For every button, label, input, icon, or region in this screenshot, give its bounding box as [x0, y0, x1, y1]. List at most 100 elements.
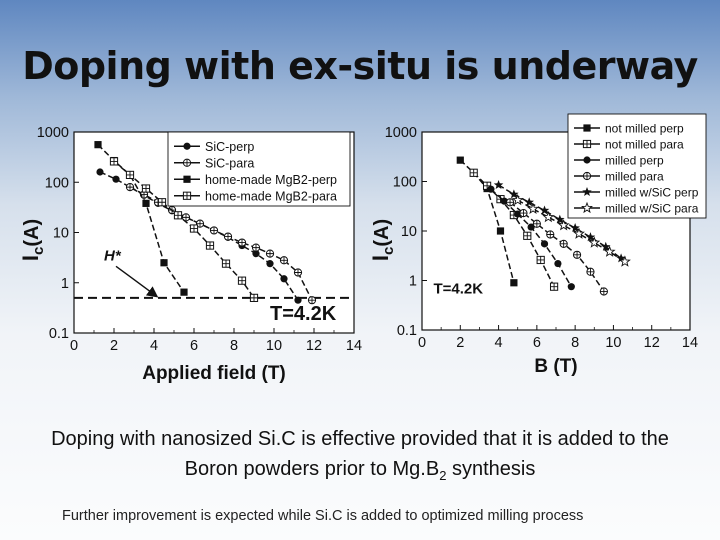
left-legend-box	[167, 131, 351, 207]
left-y-tick-label: 0.1	[49, 326, 69, 342]
right-legend-entry: milled w/SiC para	[605, 202, 699, 216]
right-data-point	[603, 245, 616, 257]
right-legend-marker	[582, 171, 592, 181]
left-data-point	[293, 268, 303, 277]
right-data-point	[510, 279, 518, 287]
right-legend-entry: milled perp	[605, 154, 664, 168]
chart-right: 0 2 4 6 8 10 12 14 0.1 1 10 100 1000 B (T) Ic(A) T=4.2K…	[368, 113, 707, 377]
left-data-point	[125, 170, 135, 180]
right-x-tick-label: 0	[418, 335, 426, 351]
left-x-axis-label: Applied field (T)	[142, 363, 286, 384]
left-data-point	[223, 232, 233, 241]
left-x-tick-label: 10	[266, 338, 282, 354]
left-series-line	[129, 186, 313, 301]
left-series-line	[113, 160, 255, 299]
left-x-tick-label: 6	[190, 338, 198, 354]
left-data-point	[221, 259, 231, 268]
right-data-point	[546, 230, 555, 239]
right-legend-marker	[582, 139, 592, 149]
left-data-point	[307, 296, 317, 305]
left-annotation-1: T=4.2K	[270, 303, 337, 325]
left-legend: SiC-perp SiC-para home-made MgB2-perp home-…	[167, 131, 351, 207]
right-annotation-0: T=4.2K	[433, 280, 483, 297]
left-data-point	[237, 238, 247, 247]
right-data-point	[456, 156, 464, 164]
left-data-point	[173, 211, 183, 220]
right-x-tick-label: 8	[571, 335, 579, 351]
right-data-point	[585, 232, 596, 242]
right-x-tick-label: 12	[644, 335, 660, 351]
left-series-3	[109, 157, 259, 302]
left-annotation-0: H*	[104, 247, 122, 264]
left-y-axis-label: Ic(A)	[18, 219, 47, 261]
left-legend-marker	[182, 191, 192, 200]
right-data-point	[557, 219, 570, 231]
footnote: Further improvement is expected while Si…	[62, 508, 584, 524]
right-data-point	[549, 282, 559, 291]
caption: Doping with nanosized Si.C is effective …	[30, 424, 690, 491]
left-legend-entry: SiC-perp	[205, 140, 254, 154]
left-y-tick-label: 1000	[37, 125, 69, 141]
left-legend-marker	[183, 175, 191, 183]
left-series-1	[125, 183, 317, 305]
right-y-tick-label: 0.1	[397, 323, 417, 339]
right-legend-entry: not milled para	[605, 138, 684, 152]
left-data-point	[141, 184, 151, 193]
right-legend-marker	[583, 156, 591, 164]
left-data-point	[251, 243, 261, 252]
right-data-point	[523, 231, 532, 240]
left-data-point	[195, 219, 205, 228]
left-y-tick-label: 10	[53, 226, 69, 242]
right-data-point	[599, 287, 608, 296]
left-data-point	[109, 157, 119, 166]
right-legend-box	[567, 113, 707, 219]
right-data-point	[540, 240, 549, 248]
right-data-point	[616, 253, 626, 263]
left-y-tick-label: 1	[61, 276, 69, 292]
right-legend: not milled perp not milled para milled per…	[567, 113, 707, 219]
slide-title: Doping with ex-situ is underway	[22, 44, 698, 88]
left-data-point	[160, 259, 168, 267]
caption-subscript: 2	[439, 468, 447, 483]
right-x-tick-label: 4	[495, 335, 503, 351]
right-data-point	[519, 208, 528, 218]
right-legend-marker	[581, 201, 593, 214]
right-data-point	[588, 236, 601, 248]
left-data-point	[209, 226, 219, 235]
right-data-point	[469, 168, 478, 177]
right-series-3	[505, 198, 608, 296]
right-legend-marker	[583, 124, 591, 132]
left-data-point	[96, 168, 104, 176]
right-data-point	[554, 259, 562, 268]
left-data-point	[180, 288, 188, 296]
left-data-point	[265, 249, 275, 258]
left-x-tick-label: 8	[230, 338, 238, 354]
left-legend-entry: SiC-para	[205, 156, 254, 170]
right-data-point	[493, 179, 504, 190]
right-data-point	[601, 241, 611, 251]
caption-end: synthesis	[446, 458, 536, 480]
right-data-point	[572, 250, 582, 259]
right-y-tick-label: 1	[409, 274, 417, 290]
right-data-point	[509, 189, 519, 199]
left-data-point	[125, 183, 135, 192]
left-annotation-arrow	[115, 265, 159, 298]
left-data-point	[280, 275, 288, 283]
right-data-point	[527, 202, 540, 214]
left-data-point	[252, 250, 260, 258]
left-x-tick-label: 2	[110, 338, 118, 354]
left-data-point	[94, 141, 102, 149]
right-series-line	[498, 184, 622, 259]
right-legend-marker	[582, 187, 592, 197]
right-data-point	[570, 223, 580, 233]
right-data-point	[511, 193, 524, 206]
right-series-2	[487, 185, 575, 291]
left-data-point	[189, 224, 199, 233]
right-data-point	[487, 185, 495, 193]
right-data-point	[567, 283, 575, 291]
left-data-point	[249, 293, 259, 302]
right-data-point	[527, 223, 535, 231]
left-data-point	[279, 256, 289, 265]
right-legend-entry: not milled perp	[605, 122, 684, 136]
left-x-tick-label: 4	[150, 338, 158, 354]
